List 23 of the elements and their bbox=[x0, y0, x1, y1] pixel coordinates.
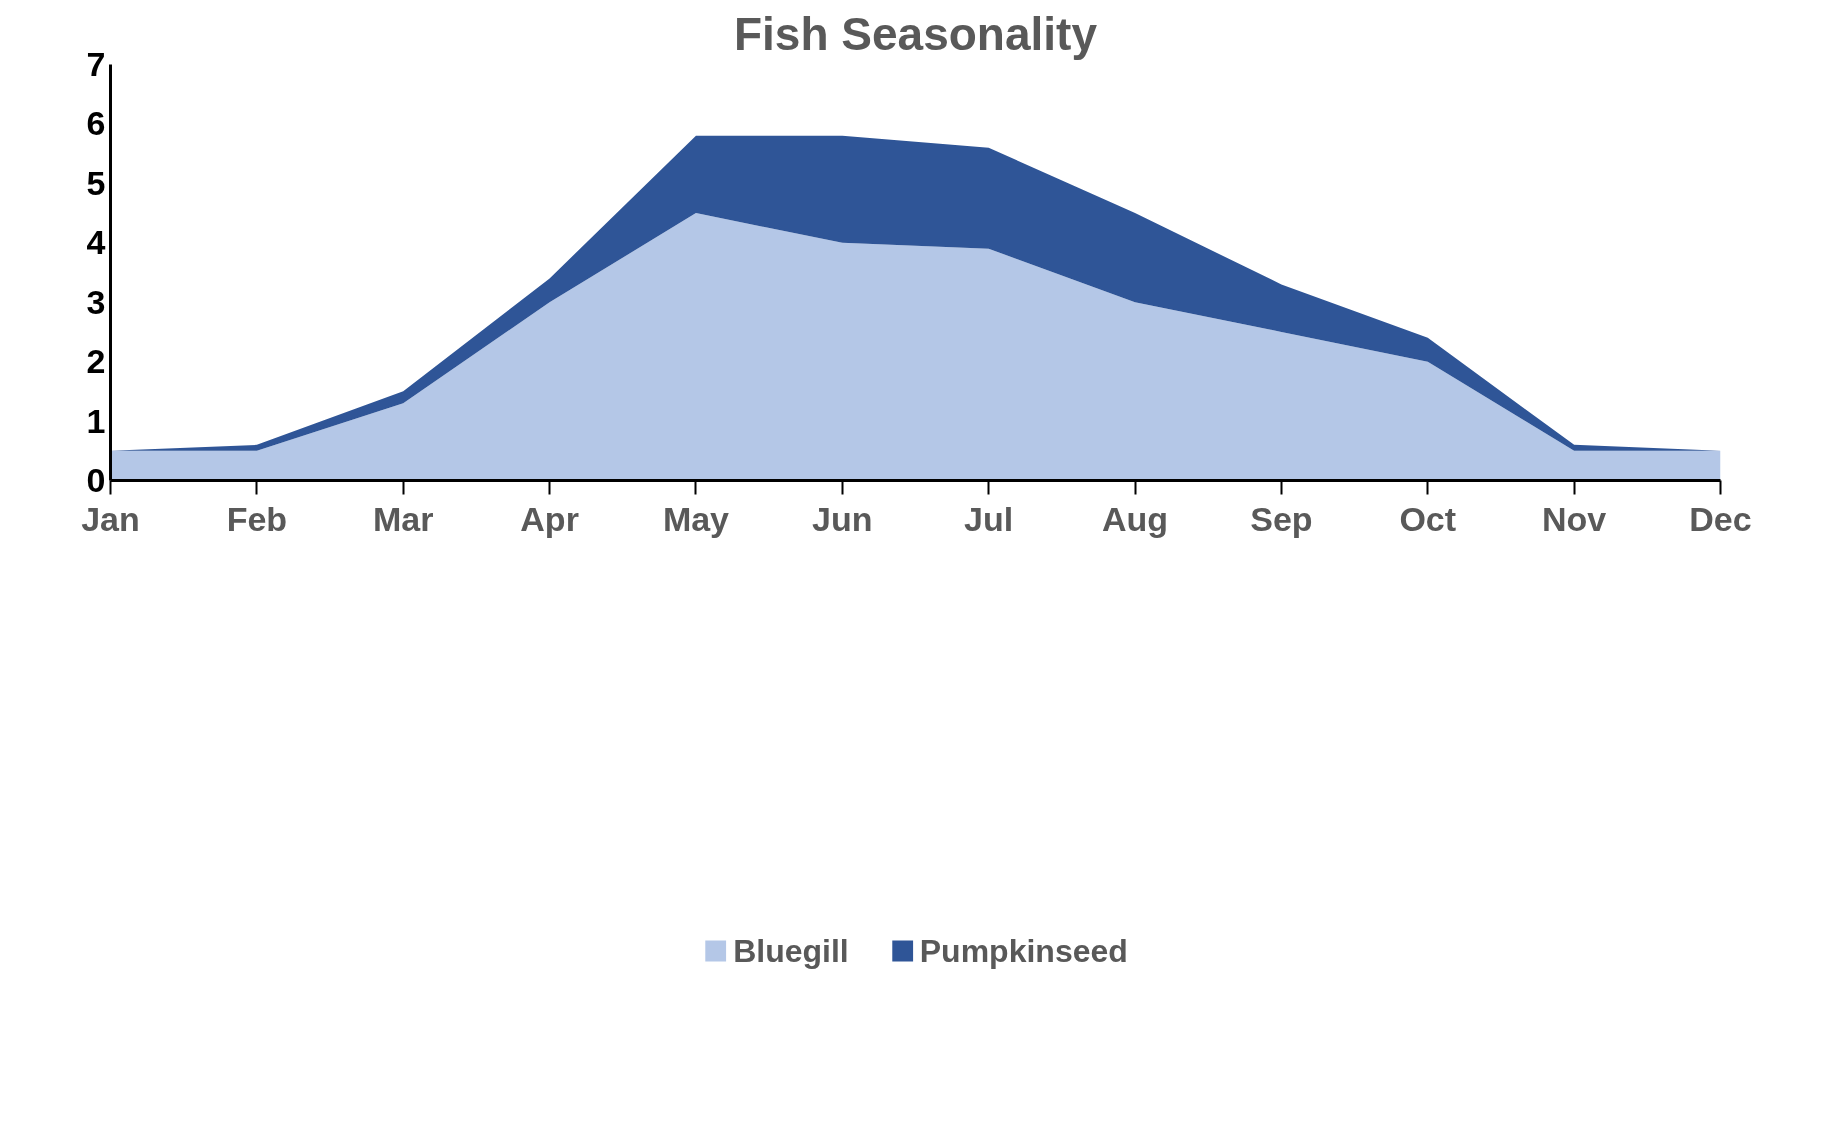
x-tick-label: May bbox=[662, 499, 730, 538]
x-tick-label: Oct bbox=[1399, 499, 1457, 538]
x-tick-label: Jan bbox=[81, 499, 140, 538]
y-tick-label: 2 bbox=[86, 342, 106, 381]
x-tick-label: Feb bbox=[226, 499, 288, 538]
y-tick-label: 3 bbox=[86, 282, 106, 321]
y-tick-label: 7 bbox=[86, 45, 106, 83]
chart-title: Fish Seasonality bbox=[733, 7, 1098, 60]
x-tick-label: Nov bbox=[1542, 499, 1607, 538]
y-tick-label: 0 bbox=[86, 461, 106, 499]
x-tick-label: Jul bbox=[964, 499, 1014, 538]
x-tick-label: Jun bbox=[812, 499, 873, 538]
x-tick-label: Dec bbox=[1689, 499, 1752, 538]
x-tick-label: Apr bbox=[520, 499, 579, 538]
y-tick-label: 6 bbox=[86, 104, 106, 143]
y-tick-label: 1 bbox=[86, 401, 106, 440]
x-tick-label: Aug bbox=[1102, 499, 1169, 538]
y-tick-label: 4 bbox=[86, 223, 106, 262]
x-tick-label: Mar bbox=[373, 499, 434, 538]
x-tick-label: Sep bbox=[1250, 499, 1313, 538]
legend-label: Pumpkinseed bbox=[919, 932, 1128, 970]
legend-label: Bluegill bbox=[733, 932, 849, 970]
y-tick-label: 5 bbox=[86, 163, 106, 202]
